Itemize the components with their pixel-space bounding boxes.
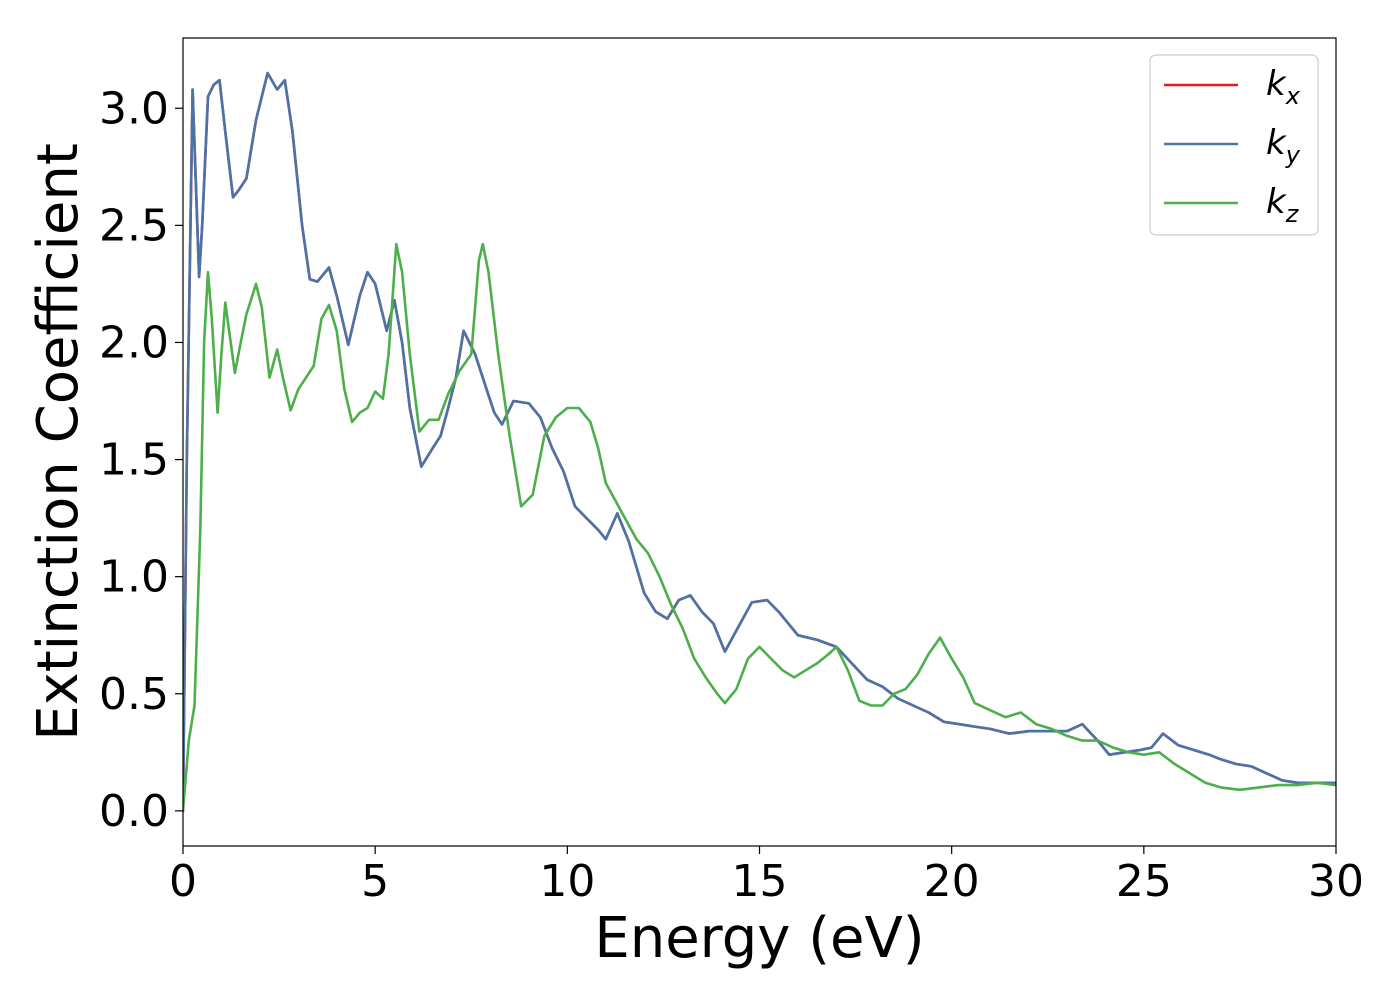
y-axis: 0.0 0.5 1.0 1.5 2.0 2.5 3.0 — [99, 83, 183, 837]
y-tick-label: 3.0 — [99, 83, 169, 134]
x-tick-label: 25 — [1116, 856, 1172, 907]
y-tick-label: 2.0 — [99, 317, 169, 368]
x-tick-label: 0 — [169, 856, 197, 907]
y-tick-label: 1.5 — [99, 435, 169, 486]
y-tick-label: 1.0 — [99, 552, 169, 603]
series-line-y — [183, 71, 1336, 813]
legend-label-z: kz — [1266, 182, 1300, 228]
x-tick-label: 5 — [361, 856, 389, 907]
legend-label-y: ky — [1266, 123, 1301, 169]
series-layer — [183, 71, 1336, 813]
y-tick-label: 0.0 — [99, 786, 169, 837]
y-axis-label: Extinction Coefficient — [26, 143, 91, 741]
x-axis: 0 5 10 15 20 25 30 — [169, 846, 1364, 907]
legend: kx ky kz — [1149, 54, 1319, 236]
x-tick-label: 10 — [539, 856, 595, 907]
y-tick-label: 0.5 — [99, 669, 169, 720]
series-line-z — [183, 242, 1336, 813]
x-tick-label: 30 — [1308, 856, 1364, 907]
x-axis-label: Energy (eV) — [594, 906, 924, 971]
x-tick-label: 20 — [924, 856, 980, 907]
y-tick-label: 2.5 — [99, 200, 169, 251]
x-tick-label: 15 — [732, 856, 788, 907]
legend-label-x: kx — [1266, 64, 1301, 110]
